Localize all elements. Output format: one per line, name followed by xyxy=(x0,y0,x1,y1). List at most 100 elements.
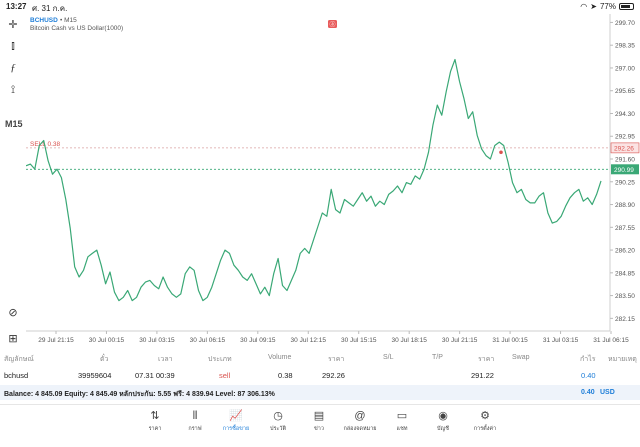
y-tick-label: 295.65 xyxy=(615,88,635,95)
position-type: sell xyxy=(219,371,231,380)
history-icon: ◷ xyxy=(273,410,283,422)
status-right: ◠ ➤ 77% xyxy=(580,2,634,11)
tab-label: บัญชี xyxy=(437,426,449,432)
x-tick-label: 30 Jul 21:15 xyxy=(442,337,478,344)
tab-chat[interactable]: ▭ แชท xyxy=(382,409,422,433)
x-tick-label: 30 Jul 12:15 xyxy=(291,337,327,344)
order-price-tag xyxy=(610,142,640,154)
location-icon: ➤ xyxy=(590,2,597,11)
column-header: T/P xyxy=(432,354,443,361)
news-icon: ▤ xyxy=(313,410,325,422)
x-tick-label: 30 Jul 18:15 xyxy=(391,337,427,344)
tab-news[interactable]: ▤ ข่าว xyxy=(299,409,339,433)
y-tick-label: 297.00 xyxy=(615,65,635,72)
positions-header: สัญลักษณ์ ตั๋ว เวลา ประเภท Volume ราคา S/L T/P ร… xyxy=(0,351,640,365)
x-tick-label: 30 Jul 06:15 xyxy=(190,337,226,344)
chart-symbol: BCHUSD xyxy=(30,17,58,24)
column-header: S/L xyxy=(383,354,394,361)
position-profit: 0.40 xyxy=(581,371,596,380)
bid-price-label: 290.99 xyxy=(614,167,634,174)
battery-icon xyxy=(619,3,634,10)
settings-icon: ⚙ xyxy=(480,410,490,422)
position-price: 291.22 xyxy=(471,371,494,380)
tab-label: ข่าว xyxy=(314,426,324,432)
tab-mailbox[interactable]: @ กล่องจดหมาย xyxy=(340,409,380,433)
tab-quotes[interactable]: ⇅ ราคา xyxy=(135,409,175,433)
chart-svg[interactable]: 299.70 298.35 297.00 295.65 294.30 292.95 291.… xyxy=(26,14,640,349)
x-tick-label: 30 Jul 15:15 xyxy=(341,337,377,344)
x-tick-label: 31 Jul 06:15 xyxy=(593,337,629,344)
position-volume: 0.38 xyxy=(278,371,293,380)
column-header: กำไร xyxy=(580,356,596,363)
y-tick-label: 282.15 xyxy=(615,316,635,323)
battery-percent: 77% xyxy=(599,2,616,11)
tab-label: การซื้อขาย xyxy=(222,426,250,432)
tab-settings[interactable]: ⚙ การตั้งค่า xyxy=(465,409,505,433)
balance-currency: USD xyxy=(600,389,615,396)
column-header: สัญลักษณ์ xyxy=(4,356,34,363)
price-series-line xyxy=(26,58,602,302)
tab-label: ประวัติ xyxy=(269,426,287,432)
order-marker[interactable] xyxy=(499,150,503,155)
candles-icon[interactable]: ⫾ xyxy=(11,39,15,52)
objects-icon[interactable]: ⟟ xyxy=(10,83,16,96)
y-tick-label: 298.35 xyxy=(615,43,635,50)
sell-order-label: SELL 0.38 xyxy=(30,141,61,148)
tab-label: กราฟ xyxy=(188,426,202,432)
balance-text: Balance: 4 845.09 Equity: 4 845.49 หลักป… xyxy=(4,391,275,398)
quotes-icon: ⇅ xyxy=(150,410,160,422)
x-tick-label: 31 Jul 00:15 xyxy=(492,337,528,344)
crosshair-icon[interactable]: ✛ xyxy=(8,18,18,31)
tab-accounts[interactable]: ◉ บัญชี xyxy=(423,409,463,433)
y-tick-label: 292.95 xyxy=(615,134,635,141)
logo-icon: ⓐ xyxy=(329,21,335,29)
bid-price-tag xyxy=(611,164,639,175)
chart-description: Bitcoin Cash vs US Dollar(1000) xyxy=(30,25,123,32)
add-indicator-icon[interactable]: ⊞ xyxy=(8,332,18,345)
tab-bar: ⇅ ราคา ⫴ กราฟ 📈 การซื้อขาย ◷ ประวัติ ▤ ข่าว @ กล่อง… xyxy=(0,404,640,447)
tab-chart[interactable]: ⫴ กราฟ xyxy=(175,409,215,433)
order-price-label: 292.26 xyxy=(614,145,634,152)
timeframe-selector[interactable]: M15 xyxy=(5,119,23,129)
chart-icon: ⫴ xyxy=(192,410,198,422)
position-ticket: 39959604 xyxy=(78,371,112,380)
function-icon[interactable]: ƒ xyxy=(10,62,16,74)
column-header: Swap xyxy=(512,354,530,361)
column-header: หมายเหตุ xyxy=(608,356,637,363)
status-time: 13:27 xyxy=(6,2,27,11)
column-header: เวลา xyxy=(158,356,173,363)
balance-bar: Balance: 4 845.09 Equity: 4 845.49 หลักป… xyxy=(0,385,640,400)
wifi-icon: ◠ xyxy=(580,2,588,11)
status-date: ศ. 31 ก.ค. xyxy=(32,4,68,13)
zoom-icon[interactable]: ⊘ xyxy=(8,306,18,319)
price-chart[interactable]: 299.70 298.35 297.00 295.65 294.30 292.95 291.… xyxy=(26,14,640,349)
y-tick-label: 287.55 xyxy=(615,225,635,232)
column-header: ราคา xyxy=(328,356,345,363)
x-tick-label: 30 Jul 00:15 xyxy=(89,337,125,344)
chart-toolbar: ✛ ⫾ ƒ ⟟ M15 ⊘ ⊞ xyxy=(0,14,26,349)
tab-history[interactable]: ◷ ประวัติ xyxy=(258,409,298,433)
tab-trade[interactable]: 📈 การซื้อขาย xyxy=(216,409,256,433)
column-header: ตั๋ว xyxy=(100,356,109,363)
tab-label: ราคา xyxy=(148,426,162,432)
position-time: 07.31 00:39 xyxy=(135,371,175,380)
column-header: ประเภท xyxy=(208,356,232,363)
y-tick-label: 294.30 xyxy=(615,111,635,118)
chart-timeframe: • M15 xyxy=(60,17,77,24)
tab-label: การตั้งค่า xyxy=(473,426,497,432)
position-row[interactable]: bchusd 39959604 07.31 00:39 sell 0.38 29… xyxy=(0,368,640,384)
position-open-price: 292.26 xyxy=(322,371,345,380)
column-header: ราคา xyxy=(478,356,495,363)
logo-badge xyxy=(328,20,337,28)
balance-profit: 0.40 xyxy=(581,389,595,396)
column-header: Volume xyxy=(268,354,292,361)
y-tick-label: 283.50 xyxy=(615,293,635,300)
tab-label: แชท xyxy=(396,426,408,432)
y-tick-label: 291.60 xyxy=(615,157,635,164)
accounts-icon: ◉ xyxy=(438,410,448,422)
x-tick-label: 30 Jul 09:15 xyxy=(240,337,276,344)
status-bar: 13:27 ศ. 31 ก.ค. ◠ ➤ 77% xyxy=(0,0,640,14)
tab-label: กล่องจดหมาย xyxy=(343,426,377,432)
position-symbol: bchusd xyxy=(4,371,29,380)
x-tick-label: 30 Jul 03:15 xyxy=(139,337,175,344)
